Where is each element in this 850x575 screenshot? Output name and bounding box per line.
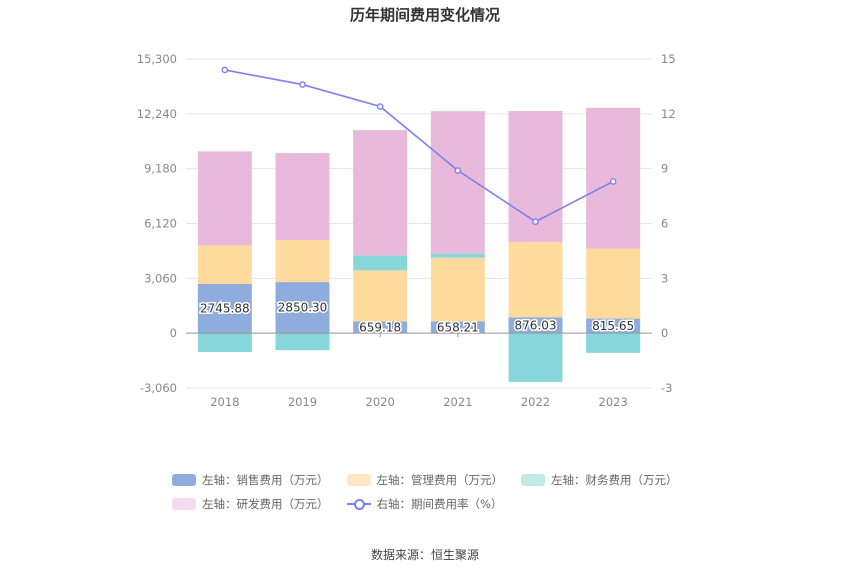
bar-sales bbox=[508, 317, 563, 334]
bar-sales bbox=[197, 283, 252, 334]
legend-swatch-rd bbox=[172, 498, 196, 510]
chart-legend: 左轴：销售费用（万元） 左轴：管理费用（万元） 左轴：财务费用（万元） 左轴：研… bbox=[172, 472, 712, 520]
x-axis-tick-label: 2019 bbox=[288, 395, 317, 409]
bar-finance bbox=[586, 333, 641, 353]
right-axis-tick: -3 bbox=[661, 381, 672, 395]
rate-point bbox=[532, 218, 539, 225]
x-axis-tick-label: 2022 bbox=[521, 395, 550, 409]
left-axis-tick: 0 bbox=[170, 326, 177, 340]
right-axis-tick: 6 bbox=[661, 217, 668, 231]
legend-item-rd[interactable]: 左轴：研发费用（万元） bbox=[172, 496, 329, 512]
sales-data-label: 658.21 bbox=[437, 320, 479, 334]
legend-swatch-sales bbox=[172, 474, 196, 486]
sales-data-label: 815.65 bbox=[592, 319, 634, 333]
rate-point bbox=[221, 66, 229, 74]
bar-rd bbox=[197, 151, 252, 246]
legend-item-admin[interactable]: 左轴：管理费用（万元） bbox=[346, 472, 504, 488]
data-source: 数据来源：恒生聚源 bbox=[370, 548, 479, 562]
bar-admin bbox=[508, 242, 563, 318]
sales-data-label: 2850.30 bbox=[278, 301, 328, 315]
legend-swatch-admin bbox=[346, 474, 371, 486]
legend-swatch-finance bbox=[521, 474, 545, 486]
bar-rd bbox=[275, 153, 330, 240]
right-axis-tick: 12 bbox=[661, 107, 676, 121]
bar-finance bbox=[197, 333, 252, 352]
rate-point bbox=[299, 81, 306, 88]
rate-point bbox=[376, 103, 384, 110]
bar-rd bbox=[353, 130, 408, 256]
left-axis-tick: 15,300 bbox=[137, 52, 177, 66]
bar-admin bbox=[430, 257, 485, 322]
legend-label-sales: 左轴：销售费用（万元） bbox=[202, 473, 329, 487]
x-axis-tick-label: 2023 bbox=[599, 395, 628, 409]
legend-line-icon bbox=[346, 497, 371, 511]
left-axis-tick: 6,120 bbox=[144, 217, 177, 231]
right-axis-tick: 3 bbox=[661, 271, 668, 285]
bar-sales bbox=[586, 318, 641, 334]
x-axis-tick-label: 2020 bbox=[366, 395, 395, 409]
bar-admin bbox=[197, 245, 252, 284]
legend-label-rate: 右轴：期间费用率（%） bbox=[376, 497, 503, 511]
legend-label-admin: 左轴：管理费用（万元） bbox=[376, 473, 504, 487]
sales-data-label: 2745.88 bbox=[200, 302, 250, 316]
legend-label-rd: 左轴：研发费用（万元） bbox=[202, 497, 329, 511]
right-axis-tick: 15 bbox=[661, 52, 676, 66]
bar-admin bbox=[586, 248, 641, 319]
bar-sales bbox=[275, 282, 330, 334]
left-axis-tick: 3,060 bbox=[144, 271, 177, 285]
right-axis-tick: 9 bbox=[661, 162, 668, 176]
x-axis-tick-label: 2021 bbox=[443, 395, 472, 409]
legend-label-finance: 左轴：财务费用（万元） bbox=[551, 473, 678, 487]
bar-admin bbox=[353, 270, 408, 322]
right-axis-tick: 0 bbox=[661, 326, 668, 340]
bar-admin bbox=[275, 239, 330, 283]
left-axis-tick: 9,180 bbox=[144, 162, 177, 176]
bar-sales bbox=[430, 321, 485, 334]
sales-data-label: 659.18 bbox=[359, 320, 401, 334]
sales-data-label: 876.03 bbox=[515, 318, 557, 332]
bar-finance bbox=[353, 255, 408, 271]
x-axis-tick-label: 2018 bbox=[210, 395, 239, 409]
bar-finance bbox=[430, 253, 485, 258]
rate-line bbox=[224, 69, 614, 223]
chart-title: 历年期间费用变化情况 bbox=[349, 6, 500, 24]
rate-point bbox=[454, 167, 462, 174]
bar-finance bbox=[275, 333, 330, 351]
legend-item-sales[interactable]: 左轴：销售费用（万元） bbox=[172, 472, 329, 488]
left-axis-tick: -3,060 bbox=[140, 381, 177, 395]
rate-point bbox=[609, 178, 617, 185]
chart-canvas: 15,300 15 12,240 12 9,180 9 6,120 6 3,060 3 0 0 -3,0… bbox=[137, 52, 676, 409]
bar-sales bbox=[353, 321, 408, 334]
legend-item-rate[interactable]: 右轴：期间费用率（%） bbox=[346, 496, 503, 512]
legend-item-finance[interactable]: 左轴：财务费用（万元） bbox=[521, 472, 678, 488]
bar-finance bbox=[508, 333, 563, 382]
left-axis-tick: 12,240 bbox=[137, 107, 177, 121]
